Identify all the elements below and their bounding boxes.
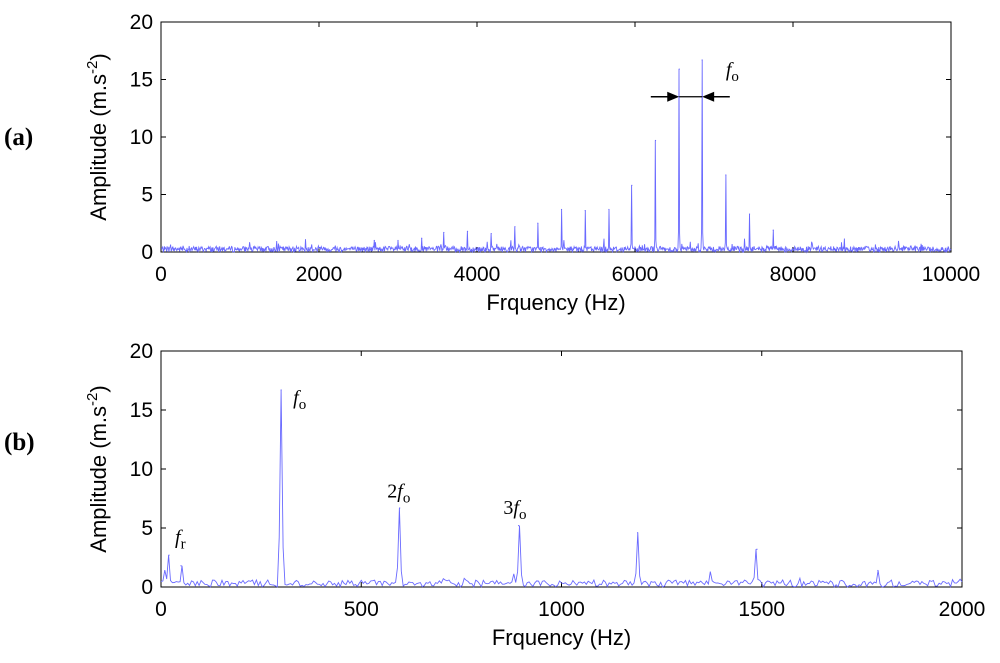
x-axis-label: Frquency (Hz)	[492, 625, 631, 650]
spectrum-peak-point	[373, 239, 375, 242]
spectrum-peak-point	[399, 507, 401, 509]
y-tick-label: 20	[130, 340, 153, 363]
y-tick-label: 20	[130, 11, 153, 34]
spectrum-peak-point	[608, 208, 610, 211]
plot-frame	[160, 21, 952, 253]
spectrum-series-line	[160, 59, 952, 254]
peak-annotation: 3fo	[503, 497, 526, 523]
chart-panel-b: 0 500 1000 1500 2000 0 5 10 15 20 Frquency (Hz) Amp…	[4, 340, 985, 650]
spectrum-peak-point	[636, 532, 639, 534]
y-axis-label: Amplitude (m.s-2)	[84, 385, 111, 552]
plot-frame	[160, 350, 963, 588]
y-tick-label: 10	[130, 458, 153, 481]
y-tick-label: 5	[141, 184, 153, 207]
spectrum-peak-point	[631, 184, 633, 186]
spectrum-peak-point	[584, 210, 586, 212]
y-tick-label: 0	[141, 576, 153, 599]
x-tick-label: 6000	[612, 263, 659, 286]
x-tick-label: 0	[155, 598, 167, 621]
arrow-left-pointing-icon	[702, 91, 715, 102]
spectrum-peak-point	[748, 213, 751, 215]
x-tick-label: 1000	[538, 598, 585, 621]
x-tick-label: 8000	[770, 263, 817, 286]
y-tick-label: 10	[130, 126, 153, 149]
peak-annotation: fo	[726, 59, 739, 85]
peak-annotation: fo	[293, 387, 306, 413]
spectrum-series-line	[160, 389, 963, 589]
spectrum-peak-point	[877, 569, 879, 572]
y-axis-label: Amplitude (m.s-2)	[84, 53, 111, 220]
x-tick-label: 1500	[738, 598, 785, 621]
spectrum-peak-point	[397, 239, 399, 242]
spectrum-peak-point	[466, 230, 469, 232]
spectrum-peak-point	[421, 237, 423, 239]
x-tick-label: 4000	[454, 263, 501, 286]
panel-label: (a)	[4, 124, 33, 151]
spectrum-peak-point	[725, 174, 727, 176]
y-tick-label: 15	[130, 69, 153, 92]
spectrum-peak-point	[280, 389, 282, 391]
spectrum-peak-point	[678, 68, 680, 70]
spectrum-peak-point	[701, 59, 703, 61]
spectrum-peak-point	[180, 565, 182, 567]
spectrum-peak-point	[518, 525, 520, 527]
peak-annotation: 2fo	[387, 480, 410, 506]
y-tick-label: 0	[141, 241, 153, 264]
spectrum-peak-point	[537, 222, 539, 224]
y-tick-label: 15	[130, 399, 153, 422]
spectrum-peak-point	[168, 554, 170, 556]
chart-panel-a: 0 2000 4000 6000 8000 10000 0 5 10 15 20 Frquency (…	[4, 11, 980, 315]
x-tick-label: 10000	[922, 263, 980, 286]
spectrum-peak-point	[772, 229, 774, 231]
spectrum-peak-point	[443, 231, 445, 234]
spectrum-peak-point	[560, 208, 563, 211]
panel-label: (b)	[4, 429, 35, 456]
spectrum-peak-point	[654, 139, 657, 142]
peak-annotation: fr	[175, 526, 186, 552]
spectrum-peak-point	[514, 226, 516, 228]
spectrum-peak-point	[756, 548, 758, 550]
x-tick-label: 0	[155, 263, 167, 286]
x-tick-label: 2000	[296, 263, 343, 286]
x-tick-label: 2000	[939, 598, 986, 621]
arrow-right-pointing-icon	[667, 91, 680, 102]
y-tick-label: 5	[141, 517, 153, 540]
spectrum-peak-point	[490, 233, 492, 235]
x-tick-label: 500	[344, 598, 379, 621]
x-axis-label: Frquency (Hz)	[486, 290, 625, 315]
